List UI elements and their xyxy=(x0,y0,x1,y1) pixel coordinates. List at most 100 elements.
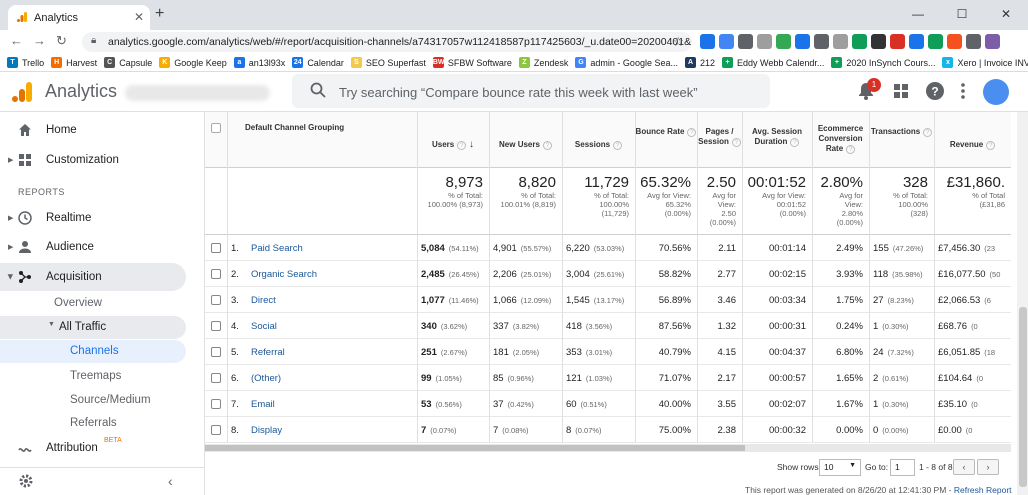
extension-icon[interactable] xyxy=(852,34,867,49)
channel-link[interactable]: Display xyxy=(251,425,283,436)
help-icon[interactable]: ? xyxy=(542,141,552,150)
column-header-new-users[interactable]: New Users? xyxy=(489,140,562,150)
dimension-header[interactable]: Default Channel Grouping xyxy=(245,123,345,132)
column-header-revenue[interactable]: Revenue? xyxy=(934,140,1011,150)
bookmark-item[interactable]: A 212 xyxy=(684,54,715,71)
settings-gear-icon[interactable] xyxy=(19,474,33,493)
help-icon[interactable]: ? xyxy=(923,128,933,137)
bookmark-item[interactable]: +2020 InSynch Cours... xyxy=(831,54,935,71)
sidebar-item-source-medium[interactable]: Source/Medium xyxy=(70,394,151,406)
row-checkbox[interactable] xyxy=(211,269,221,279)
collapse-sidebar-icon[interactable]: ‹ xyxy=(168,473,173,489)
bookmark-star-icon[interactable]: ☆ xyxy=(672,34,684,49)
extension-icon[interactable] xyxy=(833,34,848,49)
close-window-button[interactable]: ✕ xyxy=(1000,7,1012,21)
bookmark-item[interactable]: T Trello xyxy=(7,54,44,71)
show-rows-select[interactable]: 10 ▼ xyxy=(819,459,861,476)
sidebar-item-referrals[interactable]: Referrals xyxy=(70,417,117,429)
help-icon[interactable]: ? xyxy=(846,145,856,154)
sidebar-item-realtime[interactable]: ▶ Realtime xyxy=(0,205,204,231)
extension-icon[interactable] xyxy=(795,34,810,49)
bookmark-item[interactable]: + Eddy Webb Calendr... xyxy=(722,54,824,71)
column-header-pages-session[interactable]: Pages / Session? xyxy=(697,127,742,147)
help-icon[interactable]: ? xyxy=(613,141,623,150)
help-icon[interactable]: ? xyxy=(790,138,800,147)
bookmark-item[interactable]: 24 Calendar xyxy=(292,54,344,71)
search-bar[interactable]: Try searching “Compare bounce rate this … xyxy=(292,74,770,108)
channel-link[interactable]: Social xyxy=(251,321,277,332)
extension-icon[interactable] xyxy=(757,34,772,49)
channel-link[interactable]: (Other) xyxy=(251,373,282,384)
row-checkbox[interactable] xyxy=(211,295,221,305)
channel-link[interactable]: Organic Search xyxy=(251,269,318,280)
channel-link[interactable]: Paid Search xyxy=(251,243,303,254)
sort-descending-icon[interactable]: ↓ xyxy=(466,139,475,150)
channel-link[interactable]: Direct xyxy=(251,295,276,306)
help-icon[interactable]: ? xyxy=(457,141,467,150)
maximize-window-button[interactable]: ☐ xyxy=(956,7,968,21)
prev-page-button[interactable]: ‹ xyxy=(953,459,975,475)
browser-tab[interactable]: Analytics ✕ xyxy=(8,5,150,30)
column-header-transactions[interactable]: Transactions? xyxy=(869,127,934,137)
close-tab-icon[interactable]: ✕ xyxy=(133,10,144,24)
row-checkbox[interactable] xyxy=(211,373,221,383)
help-icon[interactable]: ? xyxy=(986,141,996,150)
extension-icon[interactable] xyxy=(776,34,791,49)
column-header-ecommerce-conversion-rate[interactable]: Ecommerce Conversion Rate? xyxy=(812,124,869,154)
address-bar[interactable]: 🔒︎ analytics.google.com/analytics/web/#/… xyxy=(82,32,692,52)
extension-icon[interactable] xyxy=(719,34,734,49)
row-checkbox[interactable] xyxy=(211,425,221,435)
help-icon[interactable]: ? xyxy=(731,138,741,147)
row-checkbox[interactable] xyxy=(211,399,221,409)
apps-grid-icon[interactable] xyxy=(893,83,909,104)
reload-icon[interactable]: ↻ xyxy=(56,33,67,48)
account-selector[interactable] xyxy=(125,85,270,101)
extension-icon[interactable] xyxy=(985,34,1000,49)
bookmark-item[interactable]: a an13l93x xyxy=(233,54,285,71)
sidebar-item-home[interactable]: Home xyxy=(0,117,204,143)
refresh-report-link[interactable]: Refresh Report xyxy=(953,485,1012,495)
row-checkbox[interactable] xyxy=(211,243,221,253)
vertical-scrollbar-thumb[interactable] xyxy=(1019,307,1027,487)
next-page-button[interactable]: › xyxy=(977,459,999,475)
extension-icon[interactable] xyxy=(966,34,981,49)
sidebar-item-acquisition[interactable]: ▶ Acquisition xyxy=(0,263,186,291)
channel-link[interactable]: Referral xyxy=(251,347,285,358)
help-icon[interactable]: ? xyxy=(925,81,945,106)
extension-icon[interactable] xyxy=(909,34,924,49)
extension-icon[interactable] xyxy=(814,34,829,49)
column-header-bounce-rate[interactable]: Bounce Rate? xyxy=(635,127,697,137)
horizontal-scrollbar-thumb[interactable] xyxy=(205,445,745,451)
sidebar-item-attribution[interactable]: Attribution BETA xyxy=(0,435,204,461)
sidebar-item-audience[interactable]: ▶ Audience xyxy=(0,234,204,260)
new-tab-button[interactable]: + xyxy=(155,5,165,22)
extension-icon[interactable] xyxy=(890,34,905,49)
analytics-logo-icon[interactable] xyxy=(10,80,34,109)
sidebar-item-treemaps[interactable]: Treemaps xyxy=(70,370,122,382)
extension-icon[interactable] xyxy=(928,34,943,49)
extension-icon[interactable] xyxy=(947,34,962,49)
extension-icon[interactable] xyxy=(700,34,715,49)
sidebar-item-overview[interactable]: Overview xyxy=(54,297,102,309)
minimize-window-button[interactable]: — xyxy=(912,7,924,21)
bookmark-item[interactable]: C Capsule xyxy=(104,54,152,71)
bookmark-item[interactable]: K Google Keep xyxy=(159,54,227,71)
sidebar-item-channels[interactable]: Channels xyxy=(0,340,186,363)
channel-link[interactable]: Email xyxy=(251,399,275,410)
select-all-checkbox[interactable] xyxy=(211,123,221,133)
bookmark-item[interactable]: Z Zendesk xyxy=(518,54,568,71)
row-checkbox[interactable] xyxy=(211,347,221,357)
bookmark-item[interactable]: H Harvest xyxy=(51,54,97,71)
column-header-avg-session-duration[interactable]: Avg. Session Duration? xyxy=(742,127,812,147)
extension-icon[interactable] xyxy=(738,34,753,49)
help-icon[interactable]: ? xyxy=(687,128,697,137)
back-arrow-icon[interactable]: ← xyxy=(10,33,23,48)
sidebar-item-all-traffic[interactable]: ▼ All Traffic xyxy=(0,316,186,339)
forward-arrow-icon[interactable]: → xyxy=(33,33,46,48)
column-header-users[interactable]: Users? ↓ xyxy=(417,140,489,150)
column-header-sessions[interactable]: Sessions? xyxy=(562,140,635,150)
vertical-scrollbar[interactable] xyxy=(1017,112,1028,495)
goto-input[interactable]: 1 xyxy=(890,459,915,476)
